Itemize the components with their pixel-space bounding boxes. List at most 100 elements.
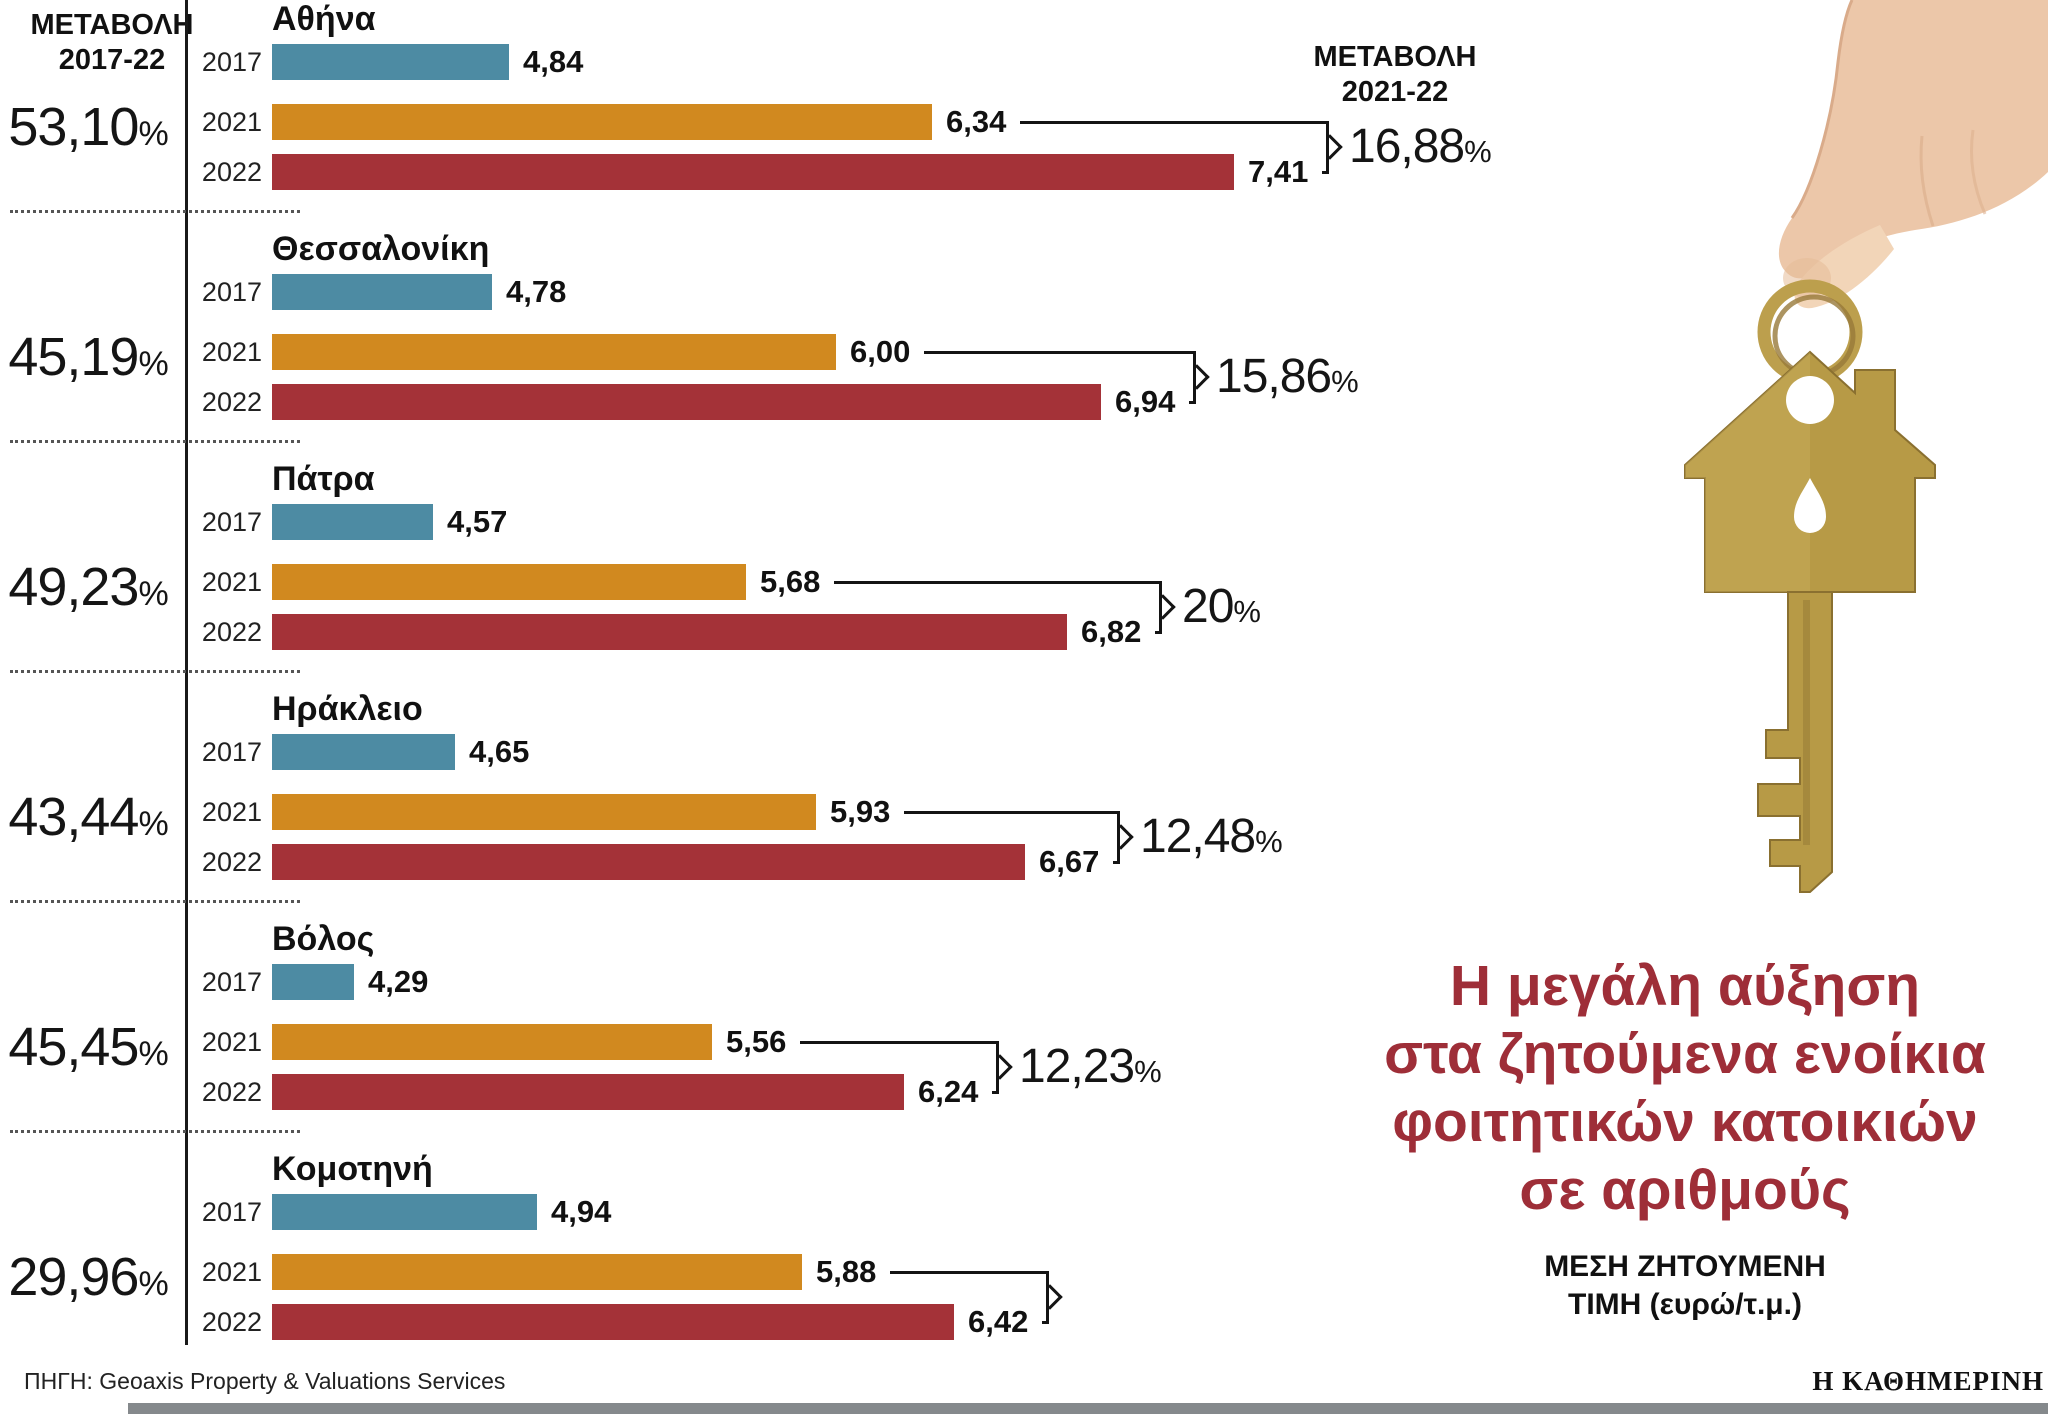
hand: [1778, 0, 2048, 309]
percent-sign: %: [138, 1265, 168, 1303]
bar-value-label: 4,57: [447, 504, 508, 539]
bracket-top-arm: [924, 351, 1196, 354]
unit-note: ΜΕΣΗ ΖΗΤΟΥΜΕΝΗ ΤΙΜΗ (ευρώ/τ.μ.): [1340, 1248, 2030, 1324]
bar-2021: [272, 1254, 802, 1290]
bracket-bottom-arm: [992, 1091, 999, 1094]
bracket-bottom-arm: [1189, 401, 1196, 404]
house-key-icon: [1684, 350, 1936, 893]
city-title: Θεσσαλονίκη: [272, 230, 490, 268]
percent-sign: %: [138, 115, 168, 153]
bracket-top-arm: [904, 811, 1120, 814]
header-right-line1: ΜΕΤΑΒΟΛΗ: [1313, 41, 1477, 73]
bar-2017: [272, 1194, 537, 1230]
infographic-title: Η μεγάλη αύξηση στα ζητούμενα ενοίκια φο…: [1340, 952, 2030, 1224]
section-divider: [10, 440, 300, 443]
change-number: 53,10: [8, 97, 139, 157]
bar-2022: [272, 844, 1025, 880]
year-label: 2017: [201, 1197, 262, 1227]
source-credit: ΠΗΓΗ: Geoaxis Property & Valuations Serv…: [24, 1368, 506, 1394]
bracket-vertical: [1159, 581, 1162, 634]
bar-row: 2021 6,00: [0, 334, 1545, 370]
city-group: Κομοτηνή 2017 4,94 2021 5,88 2022 6,42 2…: [0, 1150, 1545, 1380]
bar-row: 2017 4,29: [0, 964, 1545, 1000]
bracket-bottom-arm: [1113, 861, 1120, 864]
bar-row: 2017 4,84: [0, 44, 1545, 80]
bracket-vertical: [996, 1041, 999, 1094]
bracket-top-arm: [1020, 121, 1329, 124]
city-title: Ηράκλειο: [272, 690, 423, 728]
year-label: 2021: [201, 107, 262, 137]
bar-2021: [272, 104, 932, 140]
bar-2017: [272, 734, 455, 770]
bracket-vertical: [1193, 351, 1196, 404]
bracket-vertical: [1046, 1271, 1049, 1324]
bar-row: 2017 4,57: [0, 504, 1545, 540]
year-label: 2017: [201, 507, 262, 537]
change-2021-22-value: 12,48%: [1140, 809, 1283, 870]
hand-holding-key-photo: [1545, 0, 2048, 915]
change-2017-22-value: 29,96%: [0, 1248, 176, 1313]
change-number: 16,88: [1349, 120, 1465, 173]
change-2017-22-value: 45,45%: [0, 1018, 176, 1083]
unit-note-line2: ΤΙΜΗ (ευρώ/τ.μ.): [1568, 1288, 1802, 1321]
year-label: 2017: [201, 277, 262, 307]
bar-2022: [272, 384, 1101, 420]
year-label: 2021: [201, 1257, 262, 1287]
bar-row: 2022 6,82: [0, 614, 1545, 650]
change-2017-22-value: 53,10%: [0, 98, 176, 163]
percent-sign: %: [1255, 824, 1283, 859]
footer-rule: [128, 1403, 2048, 1414]
bar-value-label: 7,41: [1248, 154, 1309, 189]
bar-2017: [272, 274, 492, 310]
bar-value-label: 4,65: [469, 734, 530, 769]
city-title: Κομοτηνή: [272, 1150, 433, 1188]
bar-2022: [272, 154, 1234, 190]
year-label: 2022: [201, 1307, 262, 1337]
year-label: 2021: [201, 1027, 262, 1057]
hand-key-illustration: [1684, 0, 2048, 893]
change-2021-22-header: ΜΕΤΑΒΟΛΗ 2021-22: [1300, 40, 1490, 110]
bar-value-label: 5,93: [830, 794, 891, 829]
change-number: 45,45: [8, 1017, 139, 1077]
change-number: 12,23: [1019, 1040, 1135, 1093]
bar-row: 2022 7,41: [0, 154, 1545, 190]
bracket-vertical: [1117, 811, 1120, 864]
year-label: 2017: [201, 47, 262, 77]
city-group: Αθήνα 2017 4,84 2021 6,34 2022 7,41 16,8…: [0, 0, 1545, 230]
bar-2021: [272, 794, 816, 830]
bracket-bottom-arm: [1155, 631, 1162, 634]
year-label: 2017: [201, 737, 262, 767]
bar-2017: [272, 964, 354, 1000]
bar-value-label: 5,56: [726, 1024, 787, 1059]
title-line: στα ζητούμενα ενοίκια: [1384, 1022, 1986, 1086]
percent-sign: %: [138, 805, 168, 843]
bar-value-label: 6,42: [968, 1304, 1029, 1339]
bracket-top-arm: [890, 1271, 1049, 1274]
bar-2021: [272, 1024, 712, 1060]
year-label: 2022: [201, 617, 262, 647]
bar-value-label: 6,82: [1081, 614, 1142, 649]
change-number: 15,86: [1216, 350, 1332, 403]
title-line: σε αριθμούς: [1519, 1158, 1851, 1222]
percent-sign: %: [138, 1035, 168, 1073]
bracket-bottom-arm: [1322, 171, 1329, 174]
change-number: 29,96: [8, 1247, 139, 1307]
year-label: 2022: [201, 157, 262, 187]
bar-row: 2022 6,24: [0, 1074, 1545, 1110]
bar-value-label: 4,94: [551, 1194, 612, 1229]
bar-value-label: 4,29: [368, 964, 429, 999]
title-line: φοιτητικών κατοικιών: [1392, 1090, 1978, 1154]
change-number: 20: [1182, 580, 1234, 633]
bar-value-label: 6,00: [850, 334, 911, 369]
percent-sign: %: [1464, 134, 1492, 169]
percent-sign: %: [1134, 1054, 1162, 1089]
city-group: Βόλος 2017 4,29 2021 5,56 2022 6,24 12,2…: [0, 920, 1545, 1150]
city-group: Θεσσαλονίκη 2017 4,78 2021 6,00 2022 6,9…: [0, 230, 1545, 460]
bar-value-label: 6,94: [1115, 384, 1176, 419]
year-label: 2021: [201, 797, 262, 827]
header-right-line2: 2021-22: [1341, 76, 1449, 108]
bar-row: 2017 4,94: [0, 1194, 1545, 1230]
change-number: 12,48: [1140, 810, 1256, 863]
bar-value-label: 4,84: [523, 44, 584, 79]
